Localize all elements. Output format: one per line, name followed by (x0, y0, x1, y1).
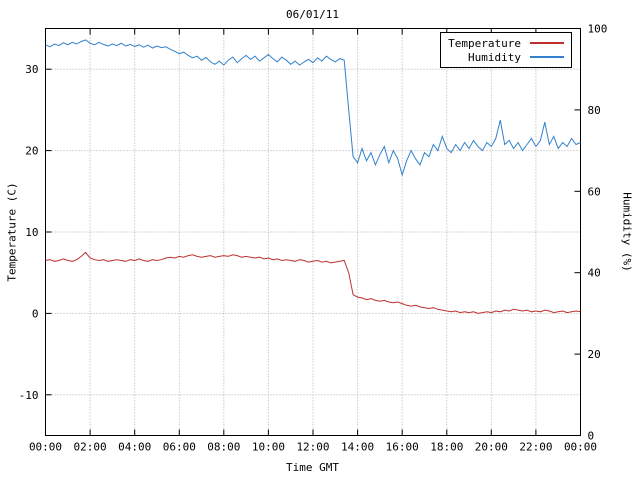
svg-text:-10: -10 (19, 389, 39, 402)
temperature-line-sample (530, 42, 564, 44)
svg-text:00:00: 00:00 (564, 441, 597, 454)
svg-text:60: 60 (588, 185, 601, 198)
svg-text:30: 30 (25, 63, 38, 76)
svg-text:16:00: 16:00 (386, 441, 419, 454)
svg-text:20: 20 (588, 348, 601, 361)
svg-text:40: 40 (588, 267, 601, 280)
svg-text:0: 0 (588, 430, 595, 443)
legend-label-humidity: Humidity (468, 50, 521, 64)
legend-item-humidity: Humidity (448, 50, 564, 64)
legend-label-temperature: Temperature (448, 36, 521, 50)
chart-title: 06/01/11 (286, 8, 339, 21)
svg-text:100: 100 (588, 23, 608, 36)
svg-text:00:00: 00:00 (29, 441, 62, 454)
temperature-series (45, 251, 581, 314)
legend-item-temperature: Temperature (448, 36, 564, 50)
legend: Temperature Humidity (440, 32, 572, 68)
svg-text:10:00: 10:00 (252, 441, 285, 454)
humidity-line-sample (530, 56, 564, 58)
svg-text:22:00: 22:00 (519, 441, 552, 454)
svg-text:18:00: 18:00 (430, 441, 463, 454)
svg-text:20: 20 (25, 145, 38, 158)
svg-text:14:00: 14:00 (341, 441, 374, 454)
svg-text:0: 0 (32, 307, 39, 320)
svg-text:20:00: 20:00 (475, 441, 508, 454)
humidity-series (45, 39, 581, 177)
svg-text:08:00: 08:00 (207, 441, 240, 454)
svg-text:06:00: 06:00 (163, 441, 196, 454)
svg-text:02:00: 02:00 (74, 441, 107, 454)
svg-text:12:00: 12:00 (296, 441, 329, 454)
svg-text:80: 80 (588, 104, 601, 117)
x-axis-label: Time GMT (286, 461, 339, 474)
svg-text:10: 10 (25, 226, 38, 239)
svg-text:04:00: 04:00 (118, 441, 151, 454)
